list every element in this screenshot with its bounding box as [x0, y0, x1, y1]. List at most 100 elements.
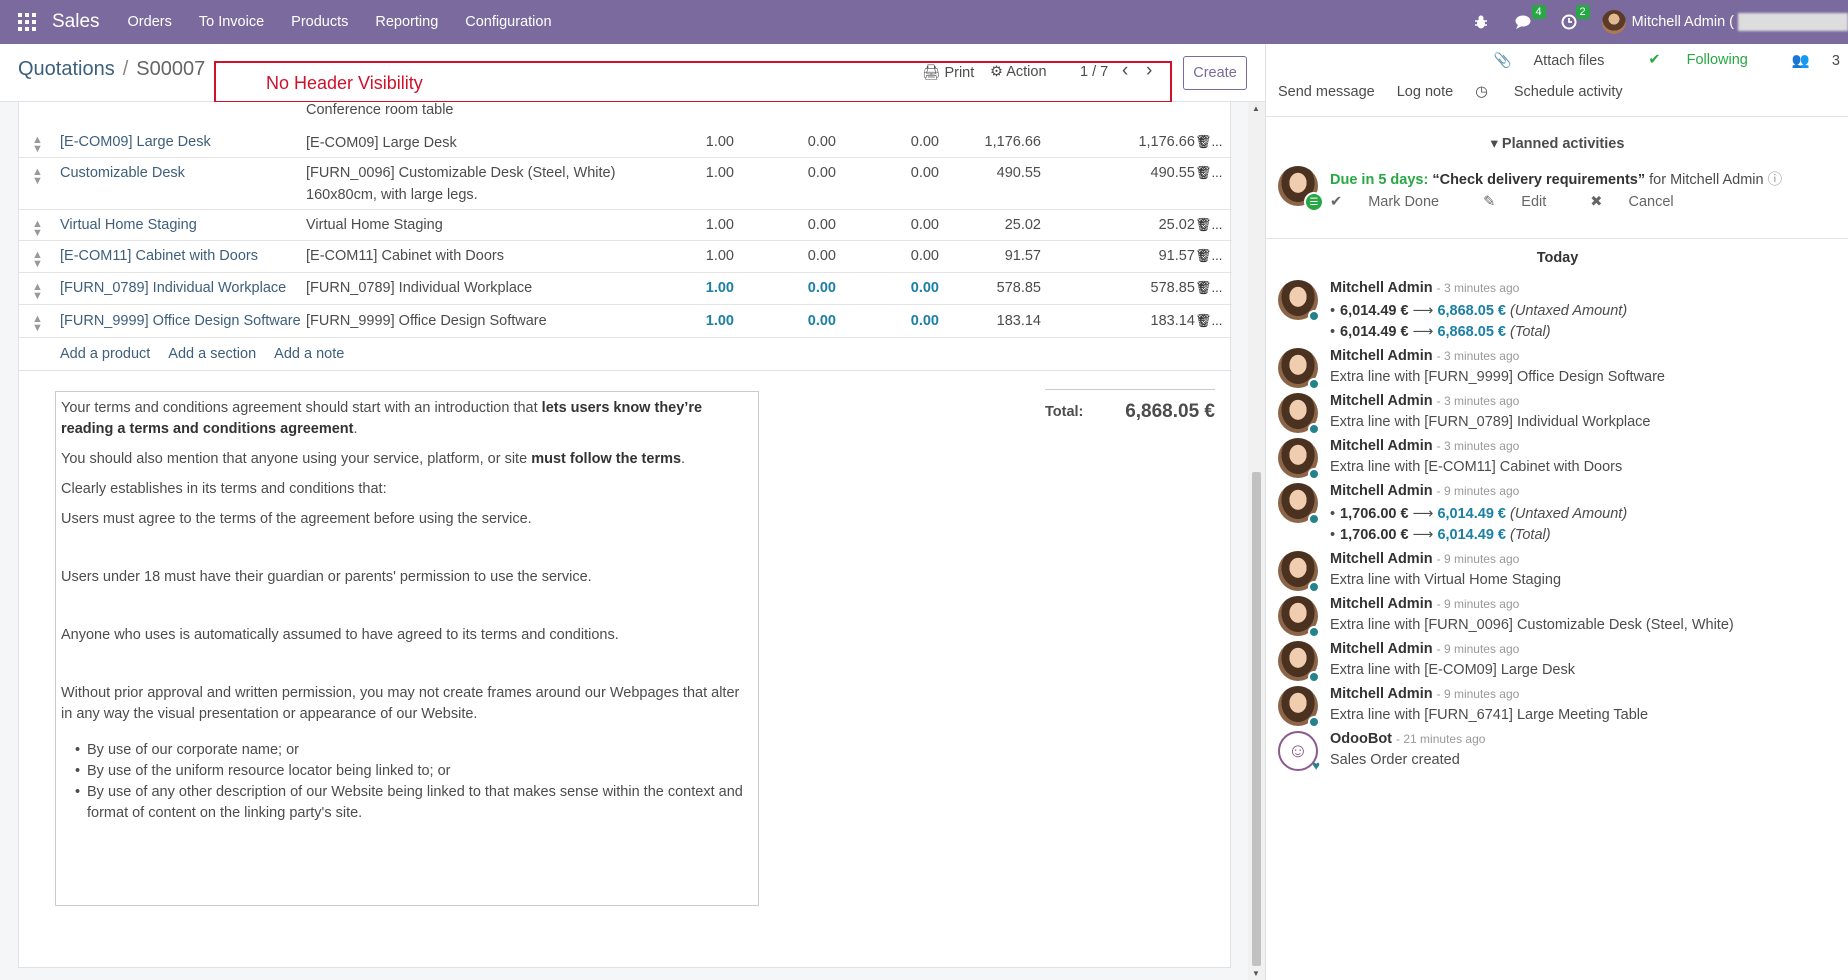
breadcrumb-quotations[interactable]: Quotations	[18, 58, 115, 80]
attach-files-button[interactable]: 📎 Attach files	[1493, 53, 1605, 69]
line-product[interactable]: Customizable Desk	[60, 165, 185, 181]
line-unit-price[interactable]: 490.55	[996, 165, 1041, 181]
following-button[interactable]: ✔ Following	[1648, 52, 1748, 68]
line-description[interactable]: Virtual Home Staging	[306, 217, 443, 233]
trash-icon[interactable]: 🗑...	[1195, 248, 1223, 263]
line-taxes[interactable]: 0.00	[910, 248, 939, 264]
trash-icon[interactable]: 🗑...	[1195, 165, 1223, 180]
line-quantity[interactable]: 1.00	[705, 280, 734, 296]
line-description[interactable]: [FURN_9999] Office Design Software	[306, 313, 547, 329]
line-quantity[interactable]: 1.00	[705, 313, 734, 329]
line-discount[interactable]: 0.00	[807, 134, 836, 150]
line-taxes[interactable]: 0.00	[910, 217, 939, 233]
line-product[interactable]: [FURN_9999] Office Design Software	[60, 313, 301, 329]
trash-icon[interactable]: 🗑...	[1195, 280, 1223, 295]
schedule-activity-button[interactable]: ◷ Schedule activity	[1475, 84, 1623, 100]
drag-handle-icon[interactable]: ▲ ▼	[32, 281, 43, 302]
line-taxes[interactable]: 0.00	[910, 313, 939, 329]
avatar[interactable]	[1278, 596, 1320, 638]
line-description[interactable]: [E-COM11] Cabinet with Doors	[306, 248, 504, 264]
messages-icon[interactable]: 4	[1514, 5, 1546, 32]
pager-value[interactable]: 1 / 7	[1080, 64, 1109, 80]
line-taxes[interactable]: 0.00	[910, 280, 939, 296]
line-discount[interactable]: 0.00	[807, 165, 836, 181]
app-name[interactable]: Sales	[52, 11, 100, 32]
menu-orders[interactable]: Orders	[127, 14, 172, 30]
line-unit-price[interactable]: 578.85	[996, 280, 1041, 296]
trash-icon[interactable]: 🗑...	[1195, 217, 1223, 232]
avatar[interactable]	[1278, 280, 1320, 322]
scroll-down-icon[interactable]: ▼	[1252, 969, 1260, 978]
line-discount[interactable]: 0.00	[807, 248, 836, 264]
menu-configuration[interactable]: Configuration	[465, 14, 552, 30]
line-quantity[interactable]: 1.00	[705, 217, 734, 233]
apps-grid-icon[interactable]	[18, 13, 36, 31]
activities-clock-icon[interactable]: 2	[1558, 5, 1590, 32]
line-unit-price[interactable]: 183.14	[996, 313, 1041, 329]
planned-activities-toggle[interactable]: ▾ Planned activities	[1490, 136, 1625, 152]
action-button[interactable]: ⚙ Action	[990, 64, 1047, 80]
avatar[interactable]	[1278, 393, 1320, 435]
table-row[interactable]: ▲ ▼ [FURN_9999] Office Design Software [F…	[19, 305, 1232, 338]
followers-button[interactable]: 👥 3	[1791, 53, 1840, 69]
avatar[interactable]	[1278, 641, 1320, 683]
line-quantity[interactable]: 1.00	[705, 165, 734, 181]
form-scrollbar[interactable]: ▲ ▼	[1248, 102, 1265, 980]
scrollbar-thumb[interactable]	[1252, 472, 1261, 966]
bug-icon[interactable]	[1470, 12, 1492, 32]
trash-icon[interactable]: 🗑...	[1195, 134, 1223, 149]
user-avatar[interactable]	[1601, 10, 1626, 34]
terms-and-conditions-editor[interactable]: Your terms and conditions agreement shou…	[55, 391, 759, 906]
line-unit-price[interactable]: 91.57	[1004, 248, 1041, 264]
edit-activity-button[interactable]: ✎ Edit	[1483, 194, 1547, 210]
drag-handle-icon[interactable]: ▲ ▼	[32, 218, 43, 239]
line-unit-price[interactable]: 25.02	[1004, 217, 1041, 233]
chevron-left-icon[interactable]: ‹	[1122, 60, 1129, 81]
table-row[interactable]: ▲ ▼ [E-COM09] Large Desk [E-COM09] Large …	[19, 126, 1232, 158]
line-description[interactable]: [FURN_0789] Individual Workplace	[306, 280, 533, 296]
line-taxes[interactable]: 0.00	[910, 134, 939, 150]
line-discount[interactable]: 0.00	[807, 313, 836, 329]
avatar[interactable]	[1278, 551, 1320, 593]
add-section-link[interactable]: Add a section	[168, 346, 257, 362]
table-row[interactable]: ▲ ▼ Virtual Home Staging Virtual Home Sta…	[19, 210, 1232, 241]
avatar[interactable]	[1278, 686, 1320, 728]
line-taxes[interactable]: 0.00	[910, 165, 939, 181]
line-product[interactable]: Virtual Home Staging	[60, 217, 197, 233]
user-name[interactable]: Mitchell Admin (	[1631, 14, 1734, 30]
drag-handle-icon[interactable]: ▲ ▼	[32, 134, 43, 155]
create-button[interactable]: Create	[1183, 56, 1247, 90]
menu-reporting[interactable]: Reporting	[375, 14, 439, 30]
table-row[interactable]: ▲ ▼ [FURN_0789] Individual Workplace [FUR…	[19, 273, 1232, 305]
line-description[interactable]: [FURN_0096] Customizable Desk (Steel, Wh…	[306, 165, 616, 203]
log-note-button[interactable]: Log note	[1396, 84, 1454, 100]
menu-to-invoice[interactable]: To Invoice	[198, 14, 265, 30]
table-row[interactable]: ▲ ▼ Customizable Desk [FURN_0096] Customi…	[19, 158, 1232, 210]
line-discount[interactable]: 0.00	[807, 280, 836, 296]
line-unit-price[interactable]: 1,176.66	[984, 134, 1041, 150]
print-button[interactable]: 🖨 Print	[922, 64, 974, 81]
trash-icon[interactable]: 🗑...	[1195, 313, 1223, 328]
mark-done-button[interactable]: ✔ Mark Done	[1330, 194, 1440, 210]
line-quantity[interactable]: 1.00	[705, 248, 734, 264]
drag-handle-icon[interactable]: ▲ ▼	[32, 249, 43, 270]
cancel-activity-button[interactable]: ✖ Cancel	[1590, 194, 1674, 210]
info-icon[interactable]: ⓘ	[1767, 172, 1783, 188]
table-row[interactable]: ▲ ▼ [E-COM11] Cabinet with Doors [E-COM11…	[19, 241, 1232, 273]
line-description[interactable]: [E-COM09] Large Desk	[306, 135, 457, 151]
drag-handle-icon[interactable]: ▲ ▼	[32, 166, 43, 187]
menu-products[interactable]: Products	[291, 14, 349, 30]
avatar[interactable]	[1278, 438, 1320, 480]
odoobot-avatar[interactable]: ☺ ♥	[1278, 731, 1320, 773]
line-product[interactable]: [FURN_0789] Individual Workplace	[60, 280, 287, 296]
avatar[interactable]	[1278, 348, 1320, 390]
add-note-link[interactable]: Add a note	[274, 346, 345, 362]
line-discount[interactable]: 0.00	[807, 217, 836, 233]
drag-handle-icon[interactable]: ▲ ▼	[32, 313, 43, 334]
line-product[interactable]: [E-COM11] Cabinet with Doors	[60, 248, 258, 264]
send-message-button[interactable]: Send message	[1278, 84, 1375, 100]
scroll-up-icon[interactable]: ▲	[1252, 104, 1260, 113]
chevron-right-icon[interactable]: ›	[1146, 60, 1153, 81]
avatar[interactable]	[1278, 483, 1320, 525]
add-product-link[interactable]: Add a product	[60, 346, 151, 362]
